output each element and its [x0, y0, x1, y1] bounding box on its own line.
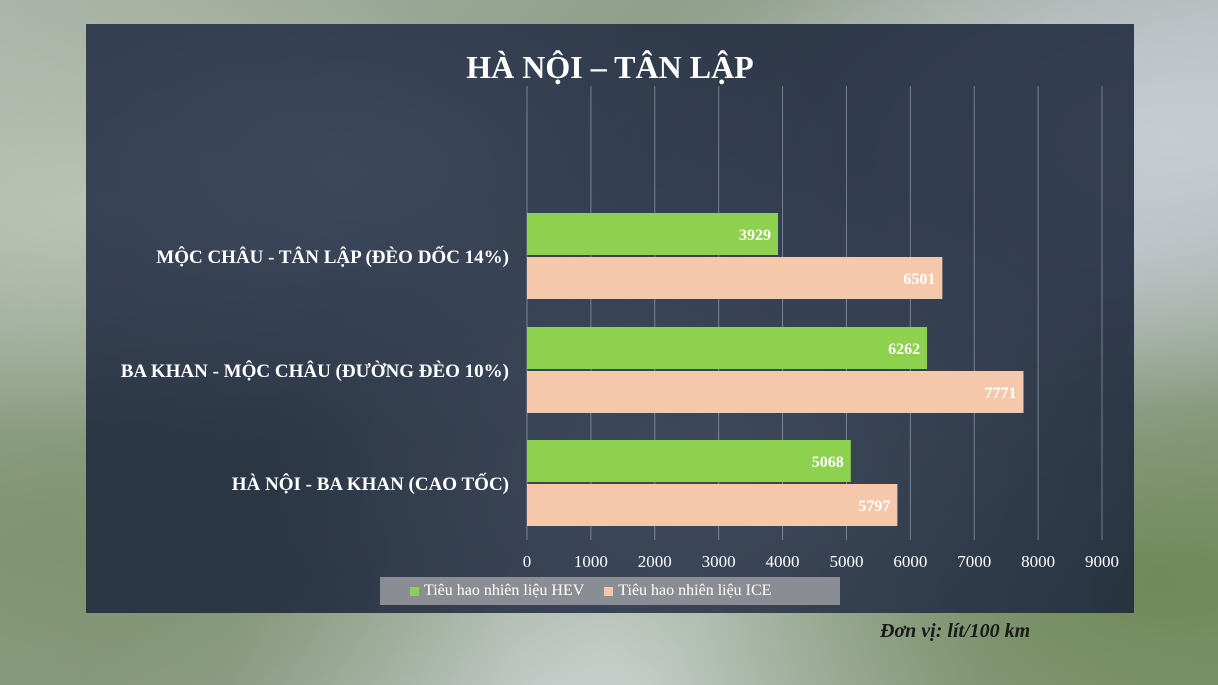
tick-label-4000: 4000 [766, 552, 800, 571]
chart-title: HÀ NỘI – TÂN LẬP [466, 49, 753, 85]
legend-item-hev: Tiêu hao nhiên liệu HEV [410, 582, 584, 600]
category-label-1: BA KHAN - MỘC CHÂU (ĐƯỜNG ĐÈO 10%) [121, 360, 509, 382]
bar-hev-0 [527, 213, 779, 255]
category-labels: MỘC CHÂU - TÂN LẬP (ĐÈO DỐC 14%) BA KHAN … [121, 246, 509, 495]
bar-ice-2 [527, 484, 898, 526]
tick-label-6000: 6000 [893, 552, 927, 571]
category-label-0: MỘC CHÂU - TÂN LẬP (ĐÈO DỐC 14%) [156, 246, 509, 268]
tick-label-9000: 9000 [1085, 552, 1119, 571]
legend-swatch-hev [410, 586, 419, 596]
legend-swatch-ice [604, 586, 614, 596]
tick-label-8000: 8000 [1021, 552, 1055, 571]
category-label-2: HÀ NỘI - BA KHAN (CAO TỐC) [232, 473, 509, 495]
data-label-ice-2: 5797 [858, 498, 890, 515]
tick-label-3000: 3000 [702, 552, 736, 571]
legend-label-hev: Tiêu hao nhiên liệu HEV [424, 582, 585, 599]
data-label-ice-1: 7771 [984, 385, 1016, 402]
data-label-ice-0: 6501 [903, 271, 935, 288]
legend-label-ice: Tiêu hao nhiên liệu ICE [618, 582, 772, 599]
data-label-hev-0: 3929 [739, 227, 771, 244]
chart-panel [86, 24, 1134, 613]
tick-label-1000: 1000 [574, 552, 608, 571]
bars: 3929 6501 6262 7771 5068 5797 [527, 213, 1024, 526]
bar-ice-0 [527, 257, 943, 299]
tick-label-2000: 2000 [638, 552, 672, 571]
bar-hev-1 [527, 327, 928, 369]
data-label-hev-1: 6262 [888, 341, 920, 358]
unit-note: Đơn vị: lít/100 km [880, 620, 1031, 642]
tick-label-0: 0 [523, 552, 532, 571]
data-label-hev-2: 5068 [812, 454, 844, 471]
tick-label-5000: 5000 [829, 552, 863, 571]
legend-item-ice: Tiêu hao nhiên liệu ICE [604, 582, 771, 600]
bar-ice-1 [527, 371, 1024, 413]
legend: Tiêu hao nhiên liệu HEV Tiêu hao nhiên l… [380, 577, 840, 605]
tick-label-7000: 7000 [957, 552, 991, 571]
bar-hev-2 [527, 440, 851, 482]
tick-labels: 0 1000 2000 3000 4000 5000 6000 7000 8000 9000 [523, 552, 1119, 571]
